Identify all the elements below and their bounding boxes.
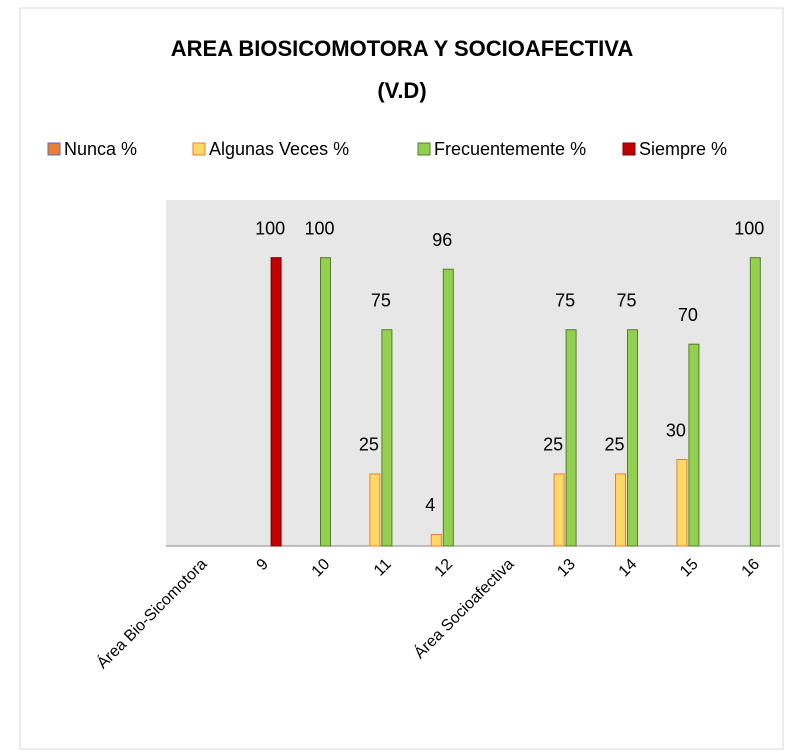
data-label: 4	[425, 495, 435, 515]
data-label: 30	[666, 420, 686, 440]
data-label: 25	[359, 435, 379, 455]
plot-area	[166, 200, 780, 546]
legend-swatch	[417, 142, 431, 156]
bar	[676, 459, 688, 547]
data-label: 25	[543, 435, 563, 455]
bar	[270, 257, 282, 547]
data-label: 100	[255, 218, 285, 238]
legend-label: Algunas Veces %	[209, 139, 349, 159]
bar	[615, 473, 626, 547]
legend-swatch	[192, 142, 206, 156]
bar	[381, 329, 393, 547]
data-label: 75	[555, 291, 575, 311]
bar	[627, 329, 638, 547]
bar	[320, 257, 331, 547]
data-label: 96	[432, 230, 452, 250]
bar	[749, 257, 761, 547]
chart-title: AREA BIOSICOMOTORA Y SOCIOAFECTIVA	[171, 36, 634, 61]
legend-label: Frecuentemente %	[434, 139, 586, 159]
legend-swatch	[622, 142, 636, 156]
data-label: 70	[678, 305, 698, 325]
data-label: 75	[616, 291, 636, 311]
bar	[688, 343, 700, 547]
bar	[369, 473, 381, 547]
data-label: 100	[304, 218, 334, 238]
legend-label: Nunca %	[64, 139, 137, 159]
bar	[553, 473, 565, 547]
data-label: 25	[604, 435, 624, 455]
bar	[430, 533, 442, 547]
chart-subtitle: (V.D)	[377, 78, 426, 103]
legend-label: Siempre %	[639, 139, 727, 159]
bar	[565, 329, 577, 547]
bar	[442, 268, 454, 547]
legend-swatch	[47, 142, 61, 156]
data-label: 75	[371, 291, 391, 311]
data-label: 100	[734, 218, 764, 238]
